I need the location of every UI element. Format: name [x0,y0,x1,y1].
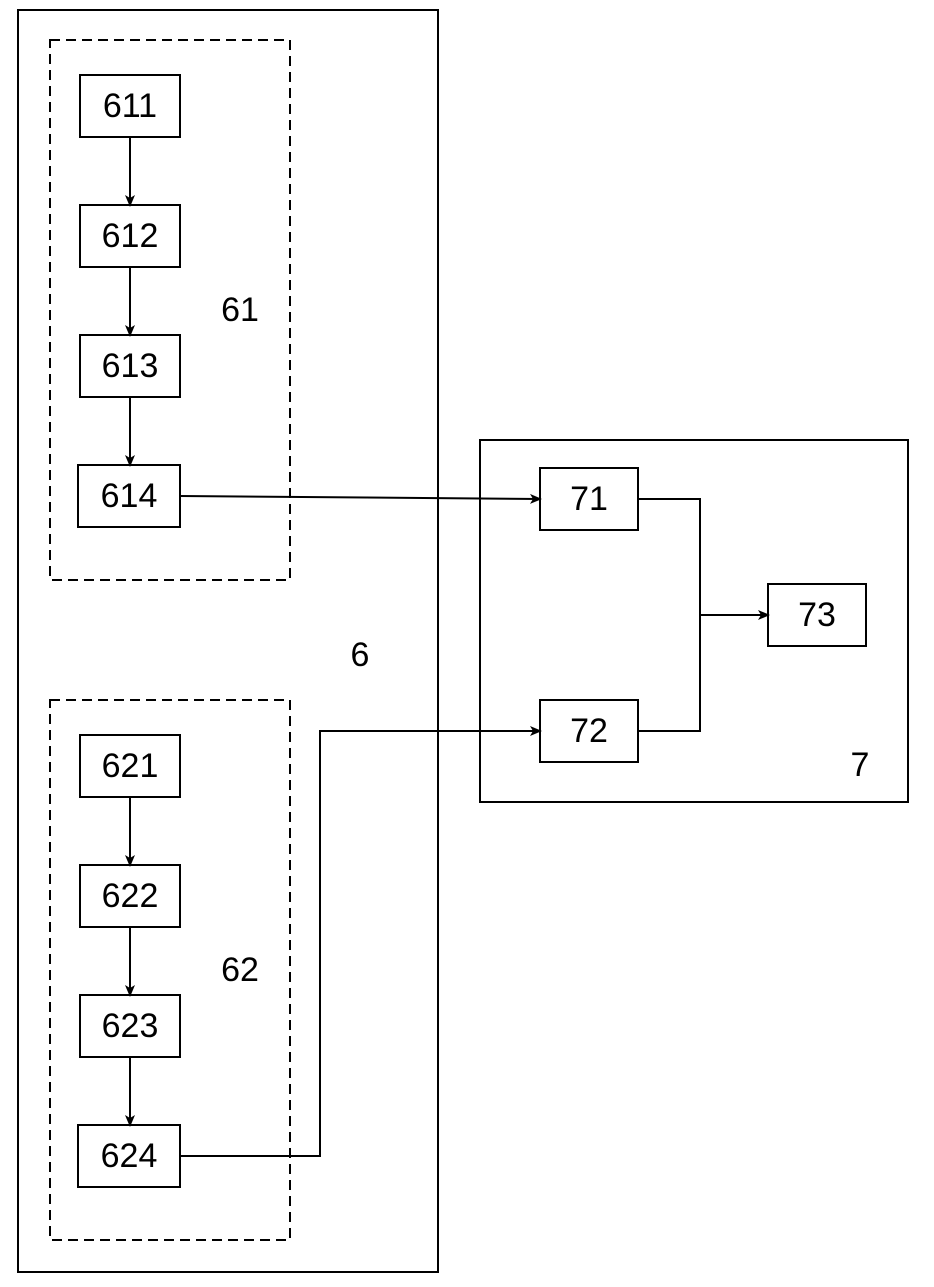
label-62: 62 [221,951,259,989]
node-613-label: 613 [102,347,159,385]
edges [130,137,768,1156]
edge-624-72 [180,731,540,1156]
node-623-label: 623 [102,1007,159,1045]
node-612-label: 612 [102,217,159,255]
node-611-label: 611 [103,87,157,125]
edge-614-71 [180,496,540,499]
node-614-label: 614 [101,477,158,515]
label-61: 61 [221,291,259,329]
node-621-label: 621 [102,747,159,785]
node-72-label: 72 [570,712,608,750]
outer-box-6 [18,10,438,1272]
node-622-label: 622 [102,877,159,915]
edge-71-join [638,499,700,615]
node-71-label: 71 [570,480,608,518]
label-6: 6 [351,636,370,674]
node-73-label: 73 [798,596,836,634]
edge-72-join [638,615,700,731]
node-624-label: 624 [101,1137,158,1175]
label-7: 7 [851,746,870,784]
